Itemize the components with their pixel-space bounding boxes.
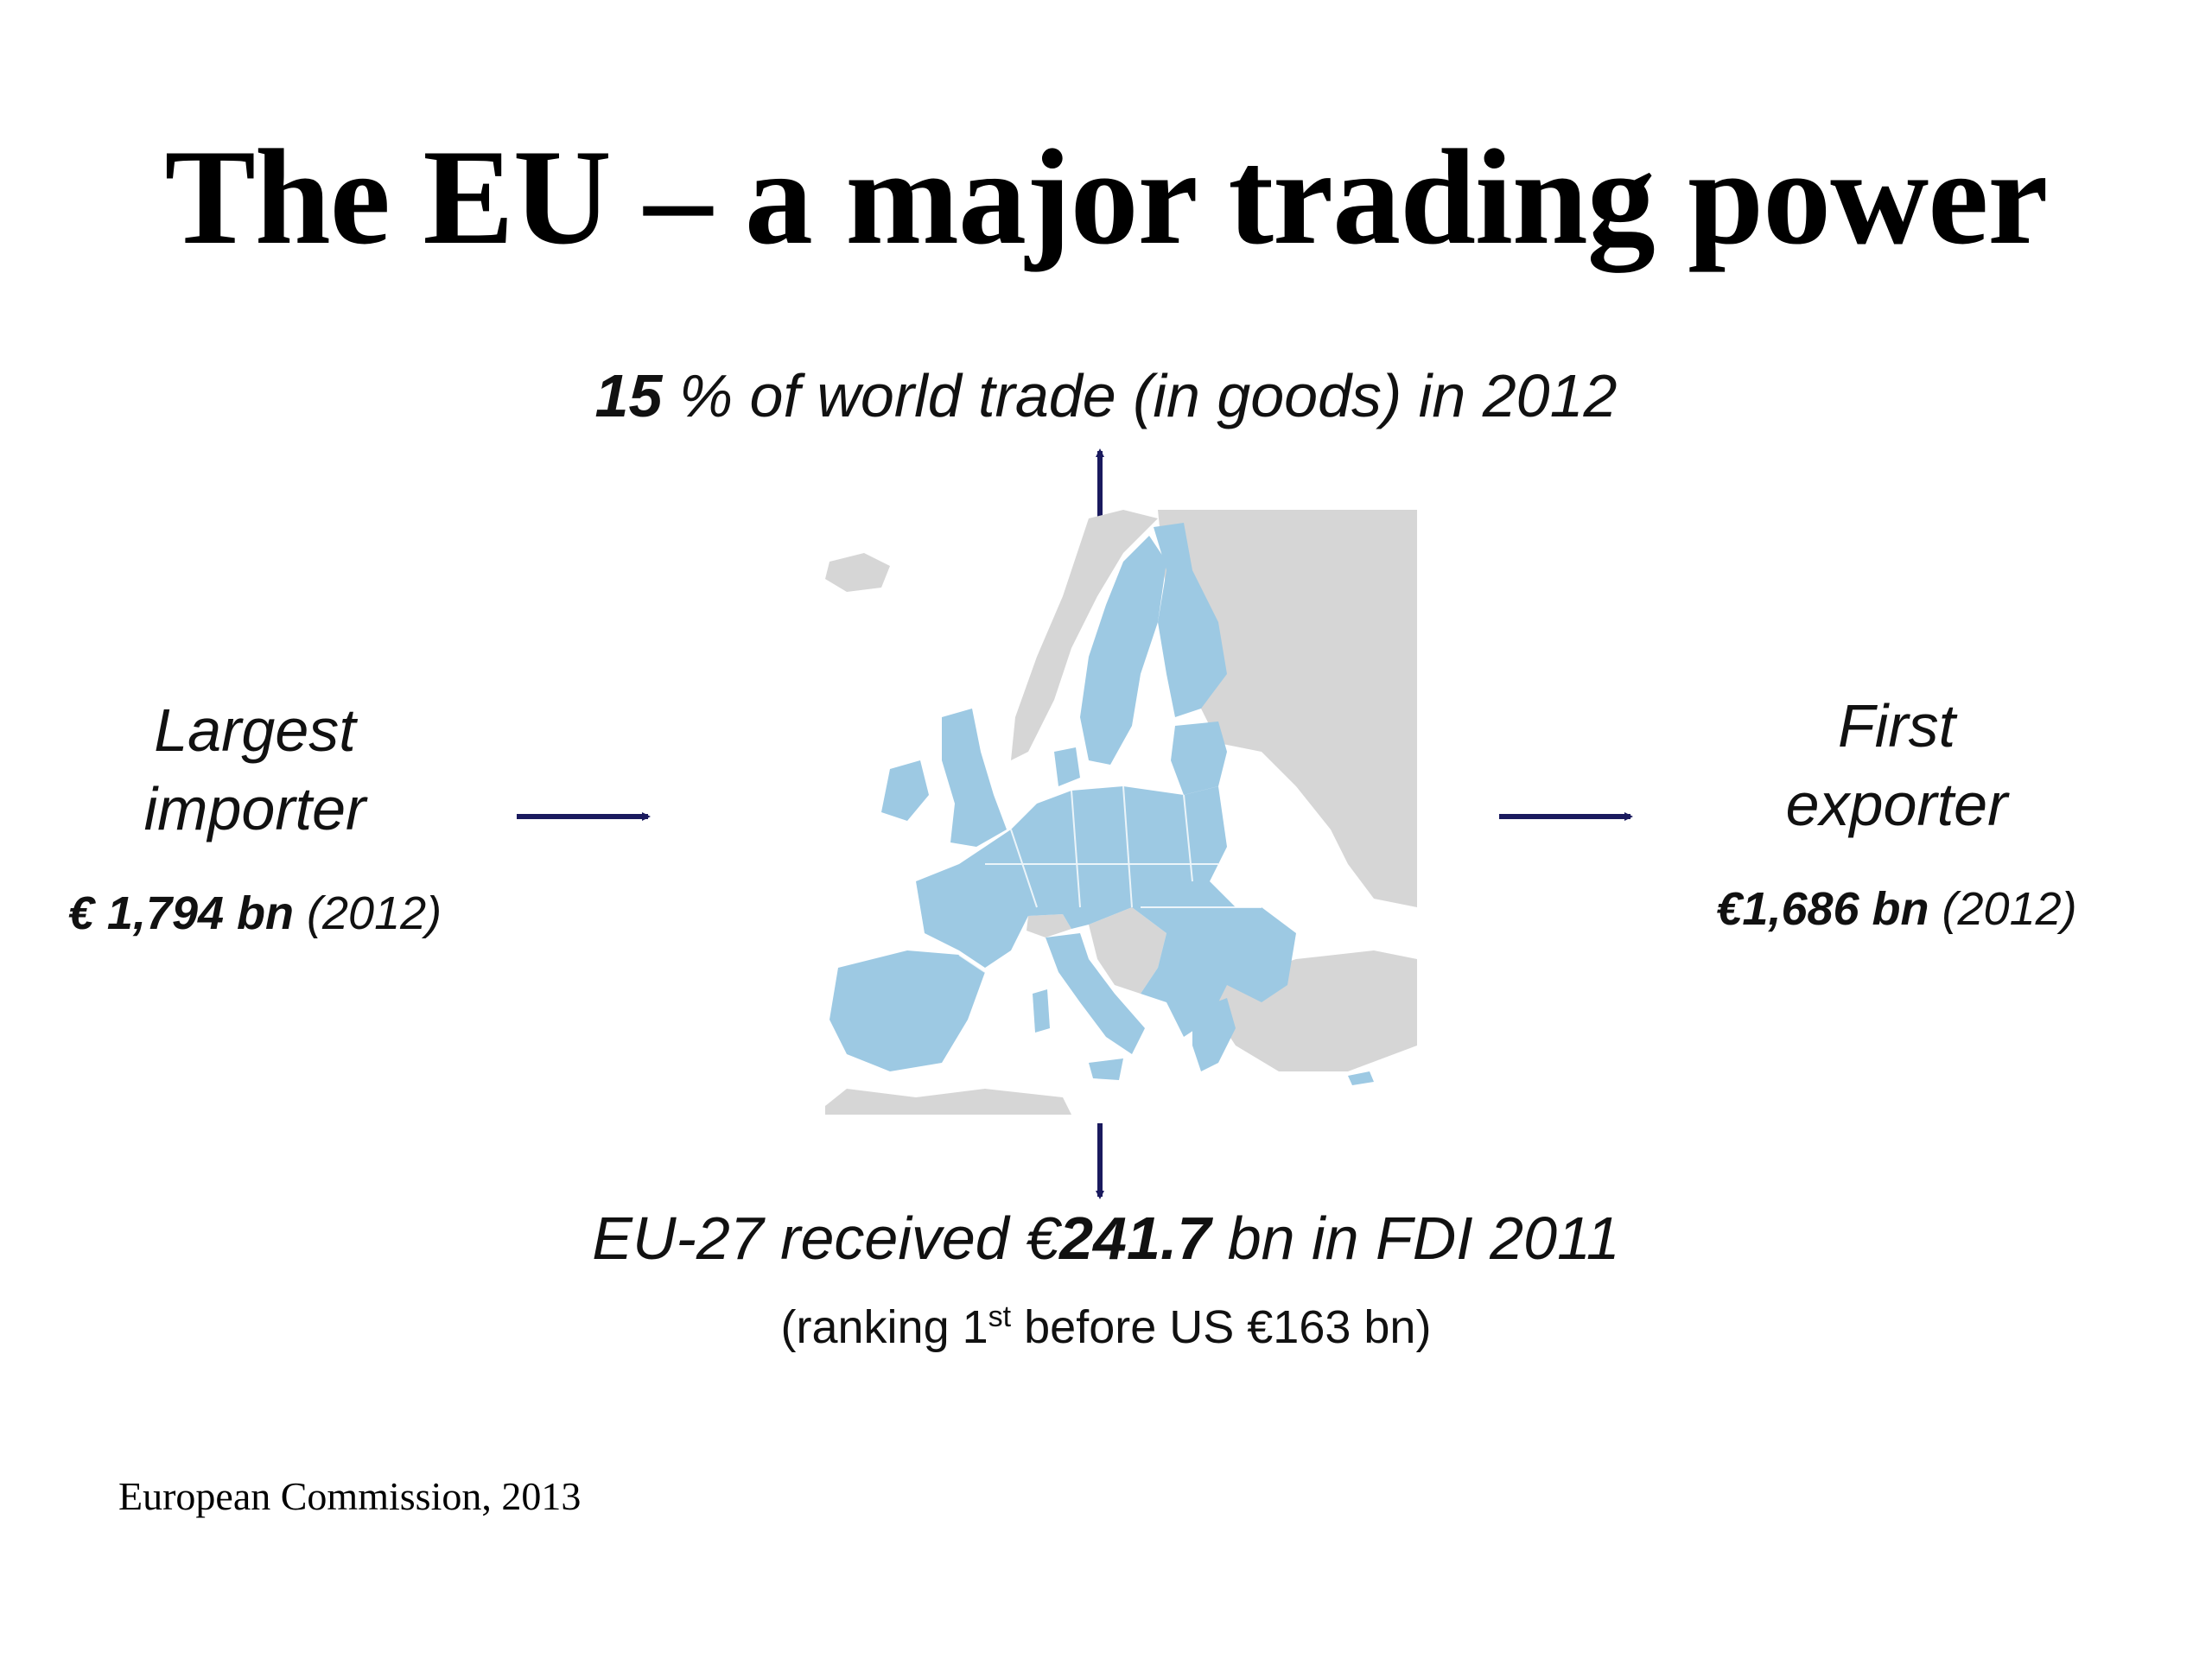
country-borders [958, 785, 1262, 973]
fdi-text-2: bn in FDI 2011 [1211, 1205, 1620, 1272]
eu-finland-region [1154, 523, 1227, 717]
importer-block: Largest importer € 1,794 bn (2012) [13, 691, 497, 940]
source-note: European Commission, 2013 [118, 1474, 582, 1518]
eu-denmark-region [1054, 747, 1080, 786]
eu-sweden-region [1080, 536, 1166, 765]
importer-label-1: Largest [154, 696, 356, 764]
eu-baltics-region [1171, 721, 1227, 795]
exporter-year: (2012) [1929, 883, 2077, 935]
eu-sicily-region [1089, 1058, 1123, 1080]
eu-sardinia-region [1033, 989, 1050, 1033]
non-eu-north-africa-region [825, 1089, 1071, 1115]
exporter-label-2: exporter [1785, 771, 2008, 838]
ranking-sup: st [988, 1300, 1012, 1333]
ranking-post: before US €163 bn) [1011, 1301, 1432, 1353]
world-trade-stat: 15 % of world trade (in goods) in 2012 [0, 363, 2212, 429]
exporter-label-1: First [1837, 692, 1956, 760]
eu-iberia-region [830, 950, 985, 1071]
world-trade-text: % of world trade (in goods) in 2012 [662, 362, 1618, 429]
eu-continent-region [916, 786, 1296, 1037]
eu-uk-region [942, 709, 1007, 847]
eu-greece-region [1192, 998, 1236, 1071]
fdi-text-1: EU-27 received € [592, 1205, 1060, 1272]
ranking-pre: (ranking 1 [780, 1301, 988, 1353]
europe-map-icon [825, 510, 1417, 1115]
non-eu-east-region [1158, 510, 1417, 907]
eu-ireland-region [881, 760, 929, 821]
eu-cyprus-region [1348, 1071, 1374, 1085]
exporter-block: First exporter €1,686 bn (2012) [1655, 687, 2139, 936]
fdi-ranking: (ranking 1st before US €163 bn) [0, 1300, 2212, 1354]
fdi-amount: 241.7 [1059, 1205, 1211, 1272]
world-trade-percent: 15 [594, 362, 663, 429]
exporter-value: €1,686 bn (2012) [1655, 882, 2139, 936]
non-eu-switzerland-region [1027, 914, 1071, 938]
importer-value: € 1,794 bn (2012) [13, 887, 497, 940]
non-eu-norway-region [1011, 510, 1158, 760]
importer-year: (2012) [294, 887, 442, 939]
importer-amount: € 1,794 bn [67, 887, 295, 939]
non-eu-iceland-region [825, 553, 890, 592]
slide-title: The EU – a major trading power [164, 122, 2049, 273]
fdi-stat: EU-27 received €241.7 bn in FDI 2011 [0, 1205, 2212, 1272]
exporter-amount: €1,686 bn [1716, 883, 1929, 935]
eu-italy-region [1046, 933, 1145, 1054]
non-eu-balkans-region [1089, 907, 1166, 994]
importer-label-2: importer [143, 775, 366, 842]
